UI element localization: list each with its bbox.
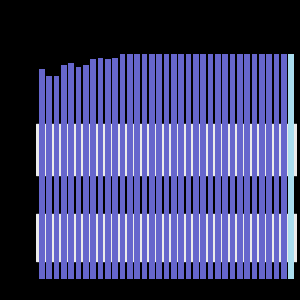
Bar (274, 0, 279, 279)
Bar (54, 76, 59, 279)
Bar (90, 59, 96, 279)
Bar (259, 0, 265, 279)
Bar (193, 0, 199, 279)
Bar (83, 65, 88, 279)
Bar (244, 0, 250, 279)
Bar (142, 38, 147, 279)
Bar (164, 22, 169, 279)
Bar (186, 0, 191, 279)
Bar (252, 0, 257, 279)
Bar (222, 0, 228, 279)
Bar (156, 22, 162, 279)
Bar (208, 0, 213, 279)
Bar (171, 7, 177, 279)
Bar (76, 68, 81, 279)
Bar (215, 0, 220, 279)
Bar (39, 69, 45, 279)
Bar (112, 58, 118, 279)
Bar (98, 58, 103, 279)
Bar (288, 0, 294, 279)
Bar (36, 124, 297, 175)
Bar (149, 29, 154, 279)
Bar (134, 43, 140, 279)
Bar (68, 63, 74, 279)
Bar (281, 0, 286, 279)
Bar (120, 50, 125, 279)
Bar (178, 0, 184, 279)
Bar (266, 0, 272, 279)
Bar (237, 0, 243, 279)
Bar (36, 214, 297, 261)
Bar (46, 76, 52, 279)
Bar (127, 49, 133, 279)
Bar (200, 0, 206, 279)
Bar (105, 59, 111, 279)
Bar (61, 65, 67, 279)
Bar (230, 0, 235, 279)
